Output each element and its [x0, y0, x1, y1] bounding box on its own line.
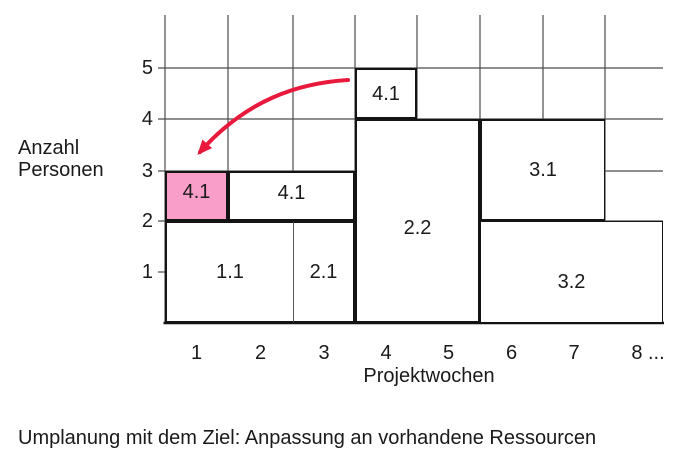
task-block-label: 3.1	[529, 159, 557, 181]
y-tick-label: 1	[141, 261, 153, 283]
task-block-label: 2.1	[309, 261, 338, 283]
curved-arrow-icon	[197, 78, 350, 155]
task-block-4-1: 4.1	[355, 68, 417, 119]
x-tick-label: 3	[318, 342, 330, 364]
task-block-3-2: 3.2	[480, 221, 663, 323]
task-block-label: 4.1	[182, 181, 211, 203]
x-tick-label: 5	[442, 342, 455, 364]
task-block-label: 2.2	[403, 217, 432, 239]
x-tick-label: 2	[254, 342, 267, 364]
task-block-label: 1.1	[216, 261, 244, 283]
y-tick-label: 4	[141, 108, 153, 130]
x-tick-label: 7	[568, 342, 580, 364]
task-block-label: 3.2	[557, 271, 586, 293]
task-block-label: 4.1	[372, 82, 400, 105]
x-tick-label: 8 ...	[631, 342, 665, 364]
y-axis-title-line1: Anzahl	[18, 137, 80, 159]
y-tick-label: 2	[141, 210, 153, 232]
x-tick-label: 4	[380, 342, 392, 364]
task-block-1-1: 1.1	[165, 221, 293, 323]
task-block-4-1-highlighted: 4.1	[165, 171, 228, 221]
y-axis-title: Anzahl Personen	[18, 137, 104, 181]
task-block-3-1: 3.1	[480, 119, 605, 221]
task-block-4-1: 4.1	[228, 171, 355, 221]
y-axis-title-line2: Personen	[18, 159, 104, 181]
x-tick-label: 1	[190, 342, 203, 364]
task-block-2-1: 2.1	[293, 221, 355, 323]
x-tick-label: 6	[505, 342, 518, 364]
task-block-label: 4.1	[277, 182, 306, 204]
caption: Umplanung mit dem Ziel: Anpassung an vor…	[18, 427, 597, 449]
x-axis-title: Projektwochen	[363, 365, 495, 387]
y-tick-label: 5	[141, 57, 153, 79]
task-block-2-2: 2.2	[355, 119, 480, 323]
y-tick-label: 3	[141, 160, 153, 182]
